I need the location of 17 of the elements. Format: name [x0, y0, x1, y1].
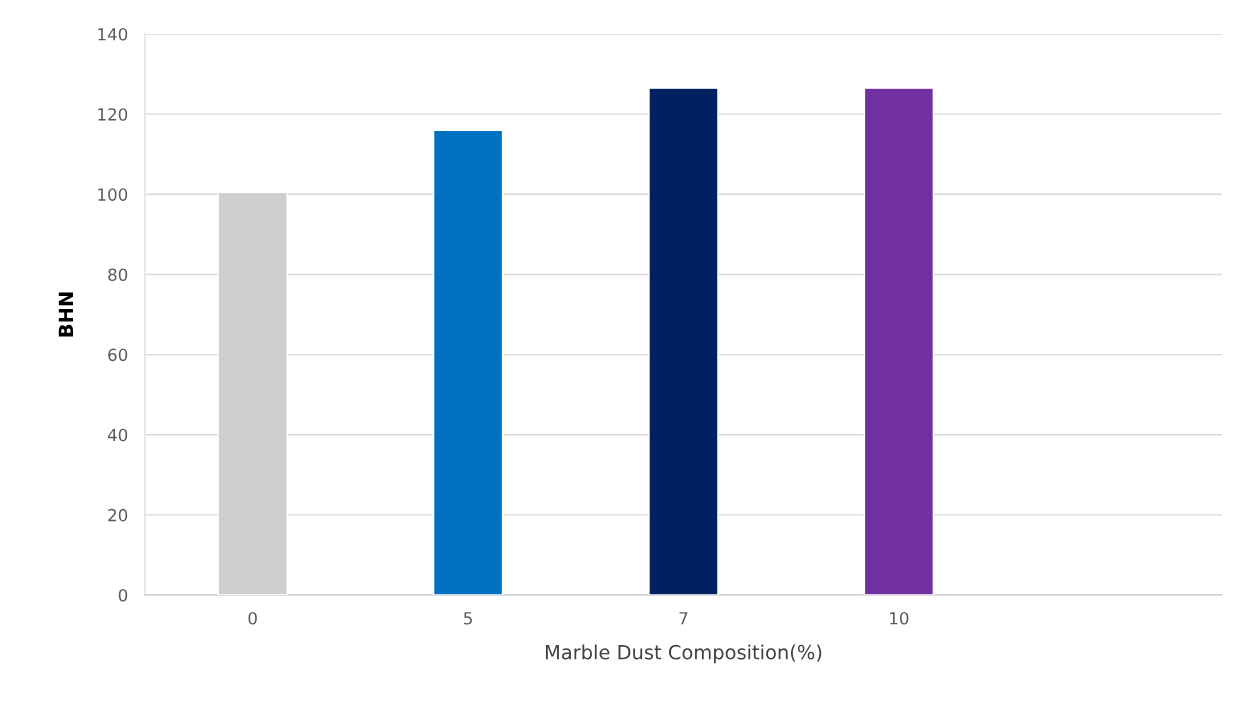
- x-tick-label: 5: [464, 612, 472, 625]
- x-axis-title: Marble Dust Composition(%): [545, 644, 822, 664]
- x-tick-label: 10: [890, 611, 909, 625]
- x-tick-label: 0: [248, 611, 257, 625]
- y-tick-label: 80: [108, 268, 128, 282]
- y-axis-title: BHN: [58, 292, 73, 337]
- y-tick-label: 40: [107, 428, 128, 442]
- x-tick-label: 7: [679, 612, 688, 625]
- y-tick-label: 20: [108, 508, 128, 522]
- bar: [863, 87, 935, 596]
- y-tick-label: 100: [98, 188, 128, 201]
- y-tick-label: 140: [98, 28, 128, 41]
- bar: [648, 87, 719, 596]
- bar: [432, 129, 504, 596]
- y-tick-label: 0: [118, 588, 128, 602]
- y-tick-label: 120: [98, 108, 128, 121]
- y-tick-label: 60: [108, 348, 128, 362]
